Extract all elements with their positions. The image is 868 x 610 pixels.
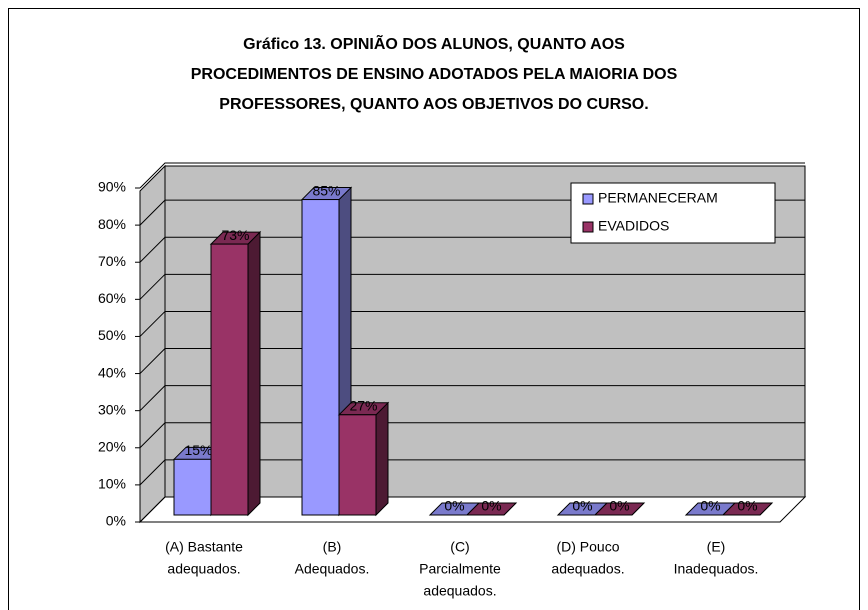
grid-line [139,385,805,412]
data-label: 27% [349,398,377,414]
grid-line [139,348,805,374]
chart-title: Gráfico 13. OPINIÃO DOS ALUNOS, QUANTO A… [243,33,625,53]
y-tick-label: 40% [98,364,126,380]
x-tick-label: (C) [450,539,469,555]
bar-front [338,414,377,516]
bar [337,401,390,517]
data-label: 15% [184,442,212,458]
bar-front [210,243,249,516]
y-tick-label: 90% [98,179,126,195]
y-tick-label: 50% [98,327,126,343]
y-tick-label: 60% [98,290,126,306]
bar-top [465,502,518,516]
x-tick-label: adequados. [167,561,240,577]
x-tick-label: (A) Bastante [165,539,243,555]
data-label: 0% [609,498,629,514]
side-wall [139,164,166,524]
bar [209,230,262,517]
y-tick-label: 30% [98,401,126,417]
bar-front [301,199,340,516]
grid-line [139,273,805,300]
y-tick-label: 70% [98,253,126,269]
data-label: 85% [312,182,340,198]
legend-label: EVADIDOS [598,218,669,234]
x-tick-label: Inadequados. [674,561,759,577]
grid-line [139,496,805,523]
y-tick-label: 0% [106,513,126,529]
data-label: 0% [700,498,720,514]
data-label: 73% [221,227,249,243]
bar-front [173,458,212,516]
bar-top [721,502,774,516]
chart-title: PROCEDIMENTOS DE ENSINO ADOTADOS PELA MA… [191,66,678,83]
x-tick-label: Parcialmente [419,561,501,577]
legend-label: PERMANECERAM [598,190,718,206]
x-tick-label: (D) Pouco [556,539,619,555]
grid-line [139,459,805,486]
data-label: 0% [481,498,501,514]
data-label: 0% [444,498,464,514]
data-label: 0% [737,498,757,514]
x-tick-label: adequados. [551,561,624,577]
y-tick-label: 80% [98,216,126,232]
x-tick-label: (B) [323,539,342,555]
legend-swatch [582,193,594,205]
data-label: 0% [572,498,592,514]
legend-swatch [582,221,594,233]
x-tick-label: (E) [707,539,726,555]
y-tick-label: 20% [98,438,126,454]
bar-side [375,401,389,517]
bar [465,502,518,516]
bar-top [593,502,646,516]
bar [593,502,646,516]
legend-box [570,182,776,244]
x-tick-label: Adequados. [295,561,370,577]
grid-line [139,162,805,189]
x-tick-label: adequados. [423,583,496,599]
y-tick-label: 10% [98,476,126,492]
grid-line [139,310,805,337]
bar-side [247,230,261,517]
bar [721,502,774,516]
grid-line [139,422,805,449]
chart-title: PROFESSORES, QUANTO AOS OBJETIVOS DO CUR… [219,96,648,113]
